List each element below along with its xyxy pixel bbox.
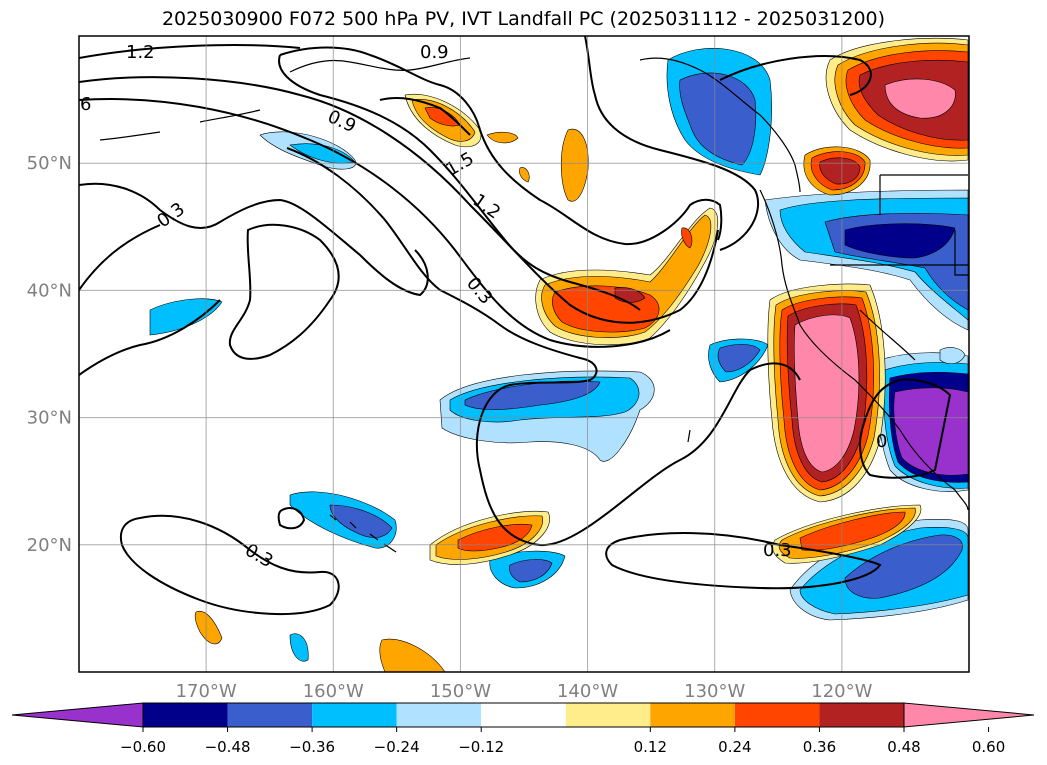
- colorbar-tick-label: −0.24: [374, 738, 420, 756]
- positive-anomaly-fill: [194, 37, 969, 672]
- gridlines: [79, 36, 969, 672]
- lat-tick-label: 50°N: [27, 153, 72, 174]
- colorbar-box: [481, 703, 566, 727]
- colorbar-tick-label: −0.60: [120, 738, 166, 756]
- colorbar-tick-label: −0.48: [205, 738, 251, 756]
- lon-tick-label: 140°W: [557, 681, 618, 702]
- colorbar-box: [650, 703, 735, 727]
- lon-tick-label: 160°W: [303, 681, 364, 702]
- lon-tick-label: 170°W: [176, 681, 237, 702]
- lat-tick-label: 30°N: [27, 408, 72, 429]
- colorbar-tick-label: 0.60: [972, 738, 1005, 756]
- colorbar-tick-labels: −0.60 −0.48 −0.36 −0.24 −0.12 0.12 0.24 0.36 0.4…: [120, 727, 1005, 756]
- colorbar-box: [396, 703, 482, 727]
- colorbar-tick-label: 0.48: [887, 738, 920, 756]
- colorbar-tick-label: −0.36: [289, 738, 335, 756]
- colorbar-box: [227, 703, 313, 727]
- colorbar-box: [143, 703, 228, 727]
- colorbar-box: [819, 703, 904, 727]
- contour-label: 0: [876, 431, 887, 452]
- lat-tick-label: 40°N: [27, 280, 72, 301]
- pv-contours: [79, 36, 952, 616]
- colorbar-outline: [142, 702, 905, 728]
- contour-label: 0.9: [420, 42, 449, 63]
- lon-tick-label: 120°W: [811, 681, 872, 702]
- colorbar-box: [734, 703, 820, 727]
- contour-label: 6: [80, 94, 91, 115]
- lat-tick-label: 20°N: [27, 535, 72, 556]
- longitude-tick-labels: 170°W 160°W 150°W 140°W 130°W 120°W: [176, 681, 873, 702]
- lon-tick-label: 150°W: [430, 681, 491, 702]
- contour-label: 1.2: [126, 42, 155, 63]
- map-title: 2025030900 F072 500 hPa PV, IVT Landfall…: [161, 8, 886, 30]
- colorbar-tick-label: 0.24: [718, 738, 751, 756]
- colorbar-tick-label: −0.12: [458, 738, 504, 756]
- map-frame: [78, 35, 970, 673]
- colorbar-box: [565, 703, 651, 727]
- colorbar-tick-label: 0.12: [634, 738, 667, 756]
- colorbar-tick-label: 0.36: [803, 738, 836, 756]
- colorbar-box: [312, 703, 397, 727]
- latitude-tick-labels: 50°N 40°N 30°N 20°N: [27, 153, 72, 556]
- colorbar-extend-high: [903, 702, 1035, 728]
- colorbar-boxes: [11, 702, 1035, 728]
- lon-tick-label: 130°W: [684, 681, 745, 702]
- colorbar-extend-low: [11, 702, 144, 728]
